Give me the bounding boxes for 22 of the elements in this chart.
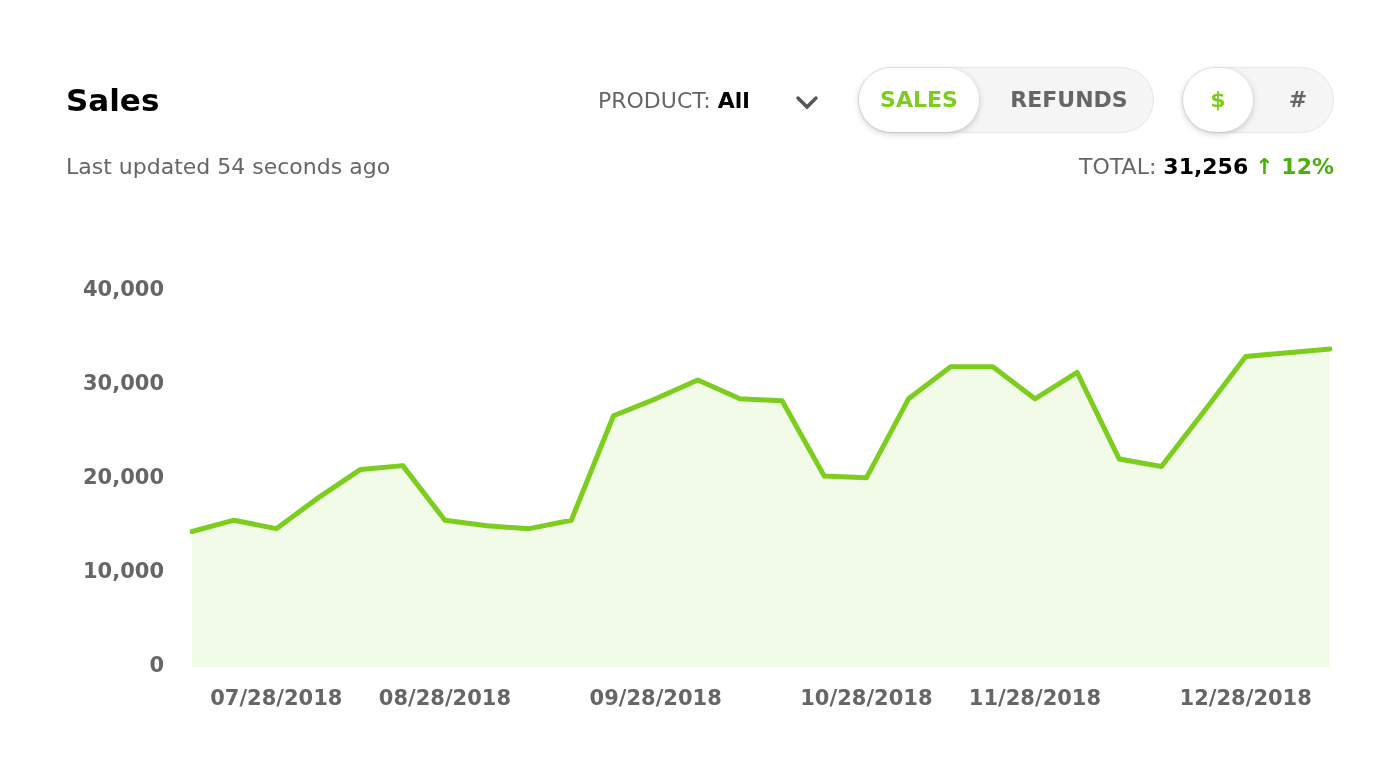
text: SALES <box>859 68 979 132</box>
text: 31,256 <box>1163 154 1249 179</box>
x-tick-label: 08/28/2018 <box>378 686 512 711</box>
x-tick-label: 10/28/2018 <box>800 686 933 711</box>
chart-title: Sales <box>66 82 160 118</box>
text: TOTAL: <box>1079 154 1157 179</box>
y-tick-label: 10,000 <box>82 559 164 584</box>
text: REFUNDS <box>1009 86 1129 114</box>
text: PRODUCT: <box>598 88 711 113</box>
x-tick-label: 07/28/2018 <box>210 686 343 711</box>
y-tick-label: 40,000 <box>82 277 164 302</box>
x-tick-label: 09/28/2018 <box>589 686 722 711</box>
y-tick-label: 30,000 <box>82 371 164 396</box>
text: # <box>1287 86 1309 114</box>
text: $ <box>1183 68 1253 132</box>
y-tick-label: 0 <box>149 653 164 678</box>
x-tick-label: 12/28/2018 <box>1179 686 1312 711</box>
y-tick-label: 20,000 <box>82 465 164 490</box>
text: ↑ 12% <box>1255 154 1334 179</box>
text: All <box>717 88 750 113</box>
x-tick-label: 11/28/2018 <box>968 686 1102 711</box>
chart-subtitle: Last updated 54 seconds ago <box>66 154 391 179</box>
